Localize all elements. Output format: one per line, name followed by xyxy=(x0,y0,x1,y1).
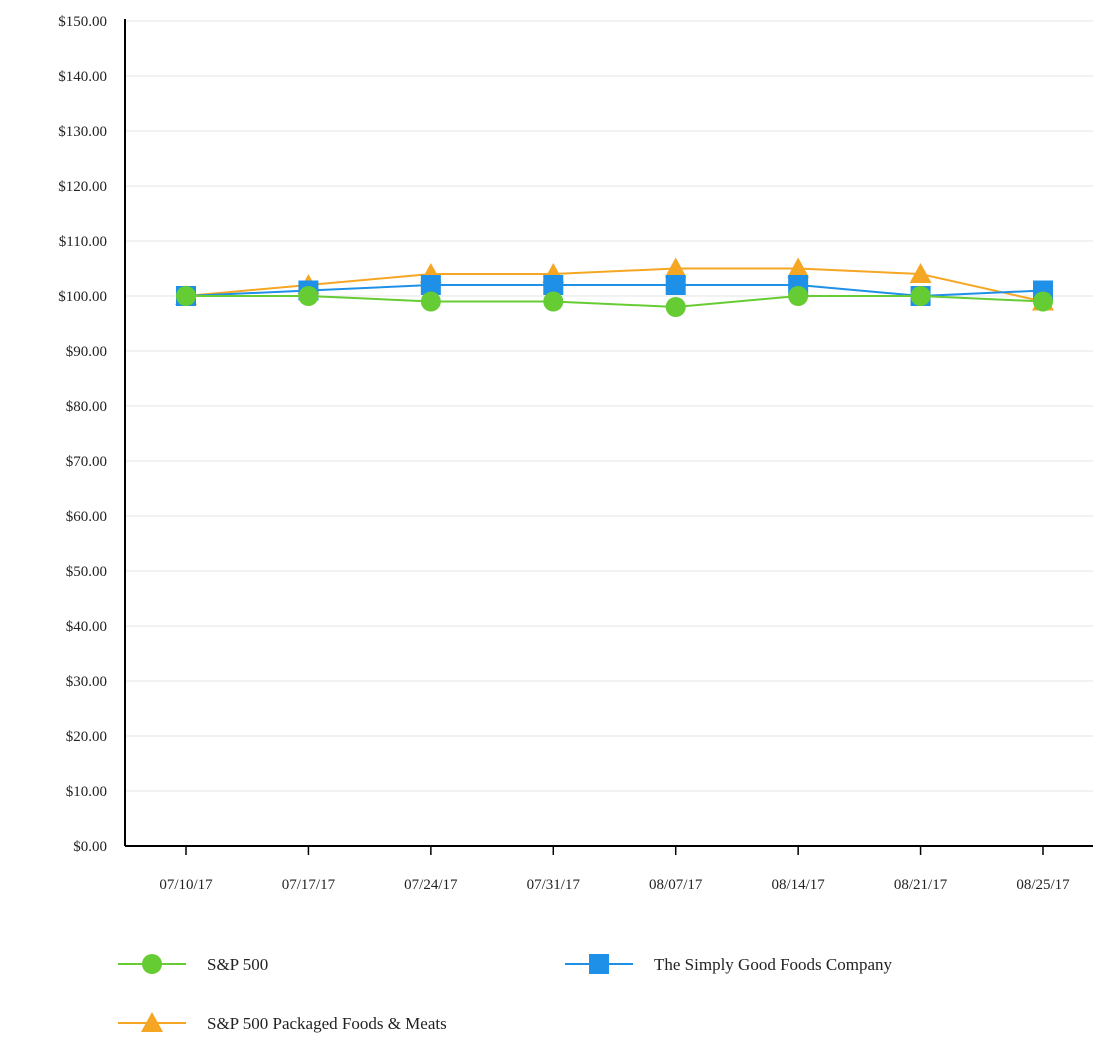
x-tick-label: 08/07/17 xyxy=(649,877,703,893)
data-point-circle xyxy=(1033,291,1053,312)
x-tick-label: 07/24/17 xyxy=(404,877,458,893)
y-tick-label: $60.00 xyxy=(66,509,107,525)
y-tick-label: $100.00 xyxy=(58,289,107,305)
y-tick-label: $70.00 xyxy=(66,454,107,470)
y-tick-label: $140.00 xyxy=(58,69,107,85)
y-tick-label: $150.00 xyxy=(58,14,107,30)
series-line xyxy=(185,267,1044,303)
y-tick-label: $110.00 xyxy=(59,234,107,250)
data-point-circle xyxy=(910,286,931,306)
data-point-circle xyxy=(420,291,441,312)
data-point-square xyxy=(665,275,686,295)
data-point-circle xyxy=(298,286,319,306)
y-tick-label: $30.00 xyxy=(66,674,107,690)
data-point-triangle xyxy=(909,263,932,283)
y-tick-label: $20.00 xyxy=(66,729,107,745)
data-point-triangle xyxy=(664,257,687,278)
y-tick-label: $40.00 xyxy=(66,619,107,635)
y-tick-label: $120.00 xyxy=(58,179,107,195)
legend-marker-triangle xyxy=(141,1012,163,1032)
series-line xyxy=(185,284,1044,298)
legend-item: S&P 500 Packaged Foods & Meats xyxy=(118,1012,447,1033)
legend-marker-circle xyxy=(142,954,162,974)
data-point-square xyxy=(543,275,564,295)
x-tick-label: 07/10/17 xyxy=(159,877,213,893)
legend-layer: S&P 500 The Simply Good Foods Company S&P … xyxy=(118,954,893,1033)
legend-marker-square xyxy=(589,954,609,974)
legend-label: The Simply Good Foods Company xyxy=(654,955,893,974)
legend-item: The Simply Good Foods Company xyxy=(565,954,893,974)
data-point-circle xyxy=(176,286,196,306)
data-point-circle xyxy=(788,286,809,306)
series-0 xyxy=(176,286,1053,317)
y-tick-label: $50.00 xyxy=(66,564,107,580)
data-point-square xyxy=(420,275,441,295)
x-tick-label: 08/25/17 xyxy=(1016,877,1070,893)
legend-item: S&P 500 xyxy=(118,954,268,974)
y-tick-label: $80.00 xyxy=(66,399,107,415)
y-tick-label: $10.00 xyxy=(66,784,107,800)
data-point-circle xyxy=(665,297,686,317)
series-line xyxy=(186,295,1044,309)
series-layer xyxy=(175,257,1054,317)
y-tick-label: $90.00 xyxy=(66,344,107,360)
x-tick-label: 08/21/17 xyxy=(894,877,948,893)
x-tick-label: 08/14/17 xyxy=(771,877,825,893)
x-tick-label: 07/31/17 xyxy=(527,877,581,893)
y-tick-label: $0.00 xyxy=(73,839,107,855)
data-point-circle xyxy=(543,291,564,312)
y-tick-label: $130.00 xyxy=(58,124,107,140)
legend-label: S&P 500 xyxy=(207,955,268,974)
x-tick-label: 07/17/17 xyxy=(282,877,336,893)
grid-layer xyxy=(125,20,1093,792)
data-point-triangle xyxy=(787,257,810,278)
legend-label: S&P 500 Packaged Foods & Meats xyxy=(207,1014,447,1033)
axis-layer: $0.00 $10.00 $20.00 $30.00 $40.00 $50.00 $60.0… xyxy=(58,14,1093,893)
